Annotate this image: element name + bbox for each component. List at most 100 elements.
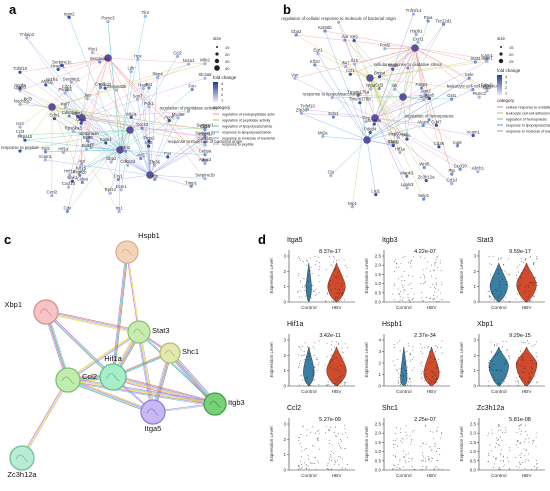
violin-point [325,426,327,428]
violin-point [439,262,441,264]
violin-point [422,443,424,445]
violin-point [441,352,443,354]
violin-title: Shc1 [382,405,398,412]
violin-point [498,467,500,468]
a-edge [71,82,131,131]
violin-point [318,268,320,270]
violin-point [434,291,436,293]
violin-point [331,360,333,362]
violin-point [434,381,436,383]
violin-point [319,262,320,263]
violin-point [429,446,431,448]
violin-point [329,439,331,441]
violin-point [408,379,410,380]
violin-point [499,280,501,282]
violin-point [319,265,321,267]
b-nodes [293,12,489,209]
b-gene-node [477,95,481,99]
violin-point [326,384,328,386]
violin-point [300,460,302,462]
violin-point [337,282,338,284]
c-node-itga5 [140,399,166,425]
violin-point [504,270,506,272]
violin-point [516,441,518,443]
violin-point [346,276,348,277]
a-gene-label: Cd36 [200,124,211,129]
violin-point [497,259,499,261]
b-gene-label: Mt2a [318,130,328,135]
violin-y-tick-label: 0.0 [375,300,382,305]
a-edge [149,144,206,176]
violin-point [408,461,410,463]
violin-point [440,346,442,348]
a-gene-label: Gadd45 [197,136,213,141]
b-gene-node [450,97,454,101]
violin-point [506,350,508,352]
violin-point [330,427,332,429]
violin-point [531,368,533,370]
violin-point [534,277,536,279]
violin-point [401,368,403,370]
a-gene-label: Serping1 [63,76,81,81]
violin-point [494,457,496,459]
a-edge [149,174,192,187]
violin-point [403,375,405,377]
a-gene-node [114,88,119,92]
violin-point [505,362,507,364]
violin-point [425,466,427,467]
violin-point [532,443,534,445]
violin-point [392,455,394,457]
a-gene-label: Serpine1b [195,131,215,136]
b-edge [366,125,424,141]
a-gene-label: Edn1 [49,113,60,118]
c-edge [127,251,140,332]
violin-point [299,443,301,445]
violin-point [393,447,395,449]
violin-point [438,468,440,470]
a-gene-node [98,85,103,89]
violin-point [435,345,437,347]
violin-point [302,425,304,427]
violin-point [344,265,346,267]
violin-point [333,463,335,465]
c-node-hspb1 [115,240,139,264]
violin-point [437,426,439,428]
violin-point [399,460,401,462]
a-edge [19,57,109,73]
c-edge [111,251,127,377]
violin-point [403,271,405,272]
violin-point [426,347,428,349]
b-gene-node [419,86,424,90]
violin-point [421,365,423,367]
violin-title: Ccl2 [287,405,301,412]
a-edge [54,118,151,176]
b-gene-label: regulation of hemopoiesis [405,114,454,119]
a-gene-label: Kat7 [61,101,70,106]
b-gene-label: Cd47 [431,119,442,124]
violin-point [488,256,490,257]
violin-point [489,263,490,265]
a-edge [81,52,93,119]
violin-point [535,352,537,354]
a-gene-node [103,86,107,90]
violin-point [493,300,495,302]
violin-point [431,457,433,459]
a-gene-label: Klf15 [76,166,86,171]
c-edge [67,331,140,381]
b-edge [374,47,416,125]
violin-x-label: HBV [332,473,343,479]
violin-point [433,438,434,440]
violin-point [399,431,401,433]
b-legend-fc-tick: 3 [505,81,507,85]
violin-point [535,363,537,365]
violin-point [519,461,520,463]
violin-point [507,284,508,285]
violin-point [339,293,341,295]
violin-point [421,300,423,301]
violin-point [530,282,532,284]
violin-x-label: HBV [427,389,438,395]
b-edge [402,94,426,98]
violin-point [400,383,402,385]
violin-point [343,275,345,277]
violin-point [335,369,337,371]
